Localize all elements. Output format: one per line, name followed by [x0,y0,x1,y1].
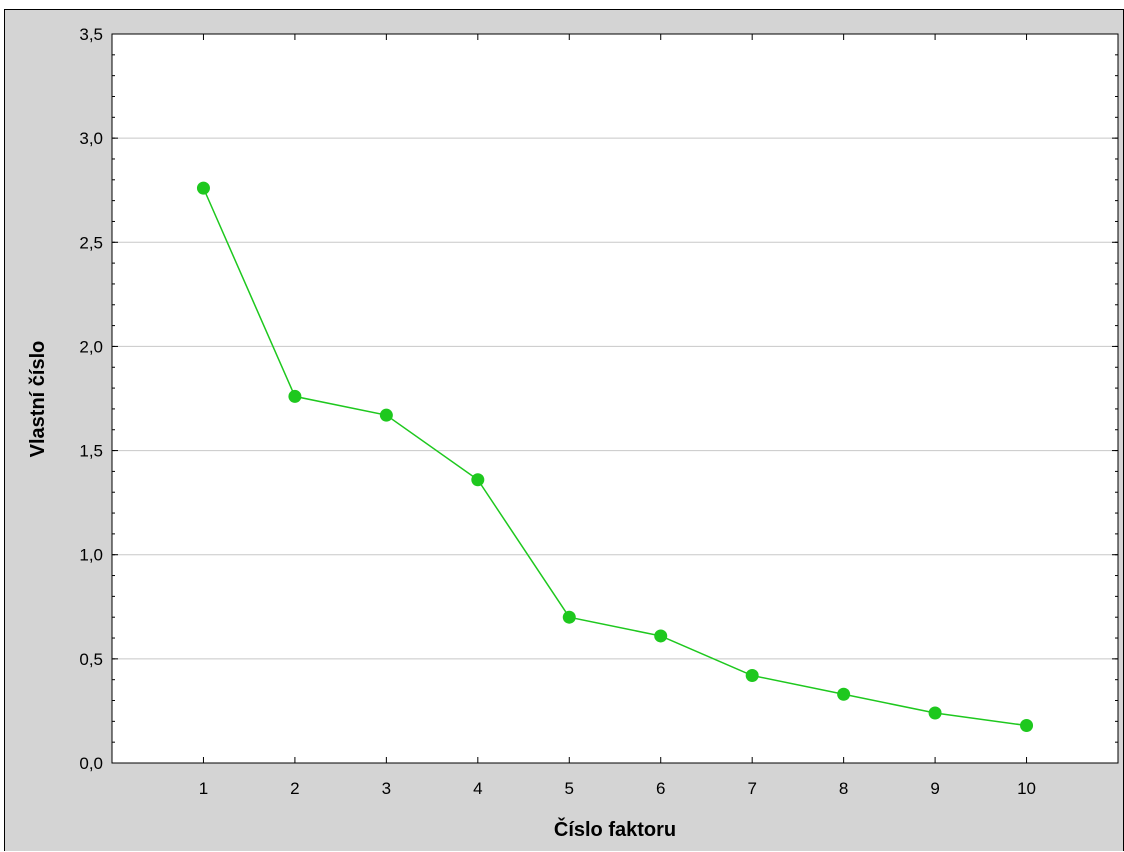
axis-ticks [112,33,1118,764]
y-tick-label: 1,5 [79,442,103,461]
x-tick-label: 5 [565,779,574,798]
data-point [471,473,485,487]
x-tick-labels: 1 2 3 4 5 6 7 8 9 10 [199,779,1036,798]
x-tick-label: 6 [656,779,665,798]
series-line [202,187,1027,727]
data-point [1020,719,1034,733]
data-point [928,706,942,720]
y-tick-label: 3,0 [79,129,103,148]
chart-frame: 0,0 0,5 1,0 1,5 2,0 2,5 3,0 3,5 1 2 3 4 5 6 7 8 9 10 Čís… [4,9,1124,851]
data-point [288,389,302,403]
y-tick-label: 1,0 [79,546,103,565]
data-point [654,629,668,643]
y-tick-labels: 0,0 0,5 1,0 1,5 2,0 2,5 3,0 3,5 [79,25,103,773]
grid-lines [112,137,1118,660]
x-tick-label: 2 [290,779,299,798]
x-tick-label: 4 [473,779,482,798]
y-tick-label: 0,0 [79,754,103,773]
x-tick-label: 9 [930,779,939,798]
x-tick-label: 3 [382,779,391,798]
x-tick-label: 1 [199,779,208,798]
data-point [745,669,759,683]
y-tick-label: 2,0 [79,337,103,356]
y-tick-label: 0,5 [79,650,103,669]
data-points [196,181,1034,733]
y-tick-label: 3,5 [79,25,103,44]
plot-area [111,33,1119,764]
x-axis-title: Číslo faktoru [554,817,676,841]
data-point [562,610,576,624]
y-tick-label: 2,5 [79,233,103,252]
data-point [379,408,393,422]
data-point [196,181,210,195]
x-tick-label: 7 [747,779,756,798]
data-point [837,687,851,701]
scree-plot: 0,0 0,5 1,0 1,5 2,0 2,5 3,0 3,5 1 2 3 4 5 6 7 8 9 10 Čís… [27,25,1119,841]
x-tick-label: 8 [839,779,848,798]
y-axis-title: Vlastní číslo [27,341,49,458]
x-tick-label: 10 [1017,779,1036,798]
